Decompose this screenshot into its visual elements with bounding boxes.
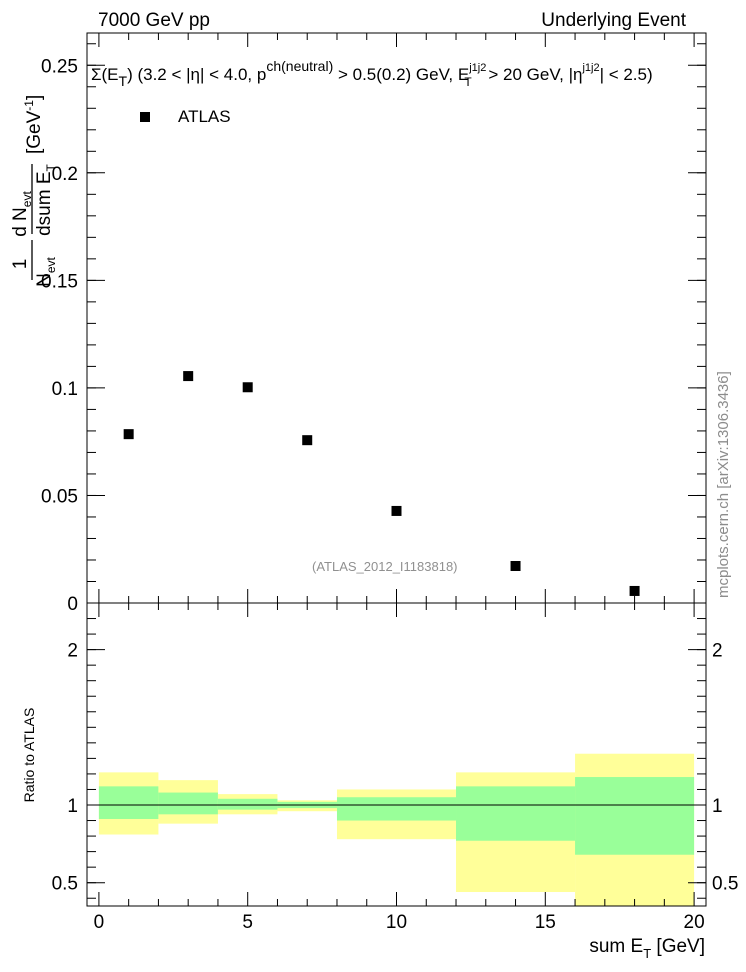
plot-title: Σ(ET) (3.2 < |η| < 4.0, pch(neutral) > 0… <box>91 58 653 89</box>
xtick-label: 20 <box>684 912 705 933</box>
main-ytick-labels: 0 0.05 0.1 0.15 0.2 0.25 <box>41 56 78 615</box>
data-points <box>123 371 640 596</box>
ratio-bands <box>98 753 695 906</box>
ylabel-frac1-den: Nevt <box>34 256 58 286</box>
data-point <box>629 585 640 596</box>
xtick-label: 5 <box>242 912 253 933</box>
plot-title-body2: > 0.5(0.2) GeV, E <box>333 65 469 84</box>
ratio-band-inner <box>217 798 278 810</box>
ratio-ytick-label: 2 <box>67 641 78 662</box>
main-ytick-label: 0.2 <box>52 164 78 185</box>
data-point <box>183 371 194 382</box>
ratio-panel: 0.5 0.5 1 1 2 2 0 5 10 15 20 <box>52 602 739 933</box>
data-point <box>123 429 134 440</box>
xtick-label: 15 <box>535 912 556 933</box>
ratio-ytick-labels: 0.5 0.5 1 1 2 2 <box>52 641 739 895</box>
legend-label: ATLAS <box>178 107 231 126</box>
ratio-ytick-label-right: 1 <box>712 796 723 817</box>
watermark: mcplots.cern.ch [arXiv:1306.3436] <box>715 371 732 598</box>
ratio-ytick-label: 0.5 <box>52 874 78 895</box>
main-ytick-label: 0.15 <box>41 271 78 292</box>
plot-title-sup-j1: j1j2 <box>468 62 486 74</box>
header-right: Underlying Event <box>541 10 686 31</box>
main-ticks <box>87 33 706 604</box>
main-panel: 00.050.10.150.20.25 Σ(ET) (3.2 < |η| < 4… <box>41 32 707 615</box>
ratio-ytick-label: 1 <box>67 796 78 817</box>
main-ytick-label: 0.05 <box>41 486 78 507</box>
ylabel-frac1-num: 1 <box>10 259 31 270</box>
data-point <box>510 561 521 572</box>
data-point <box>391 505 402 516</box>
ratio-band-inner <box>98 786 159 819</box>
ratio-ylabel: Ratio to ATLAS <box>21 708 37 803</box>
plot-title-sub-t: T <box>119 73 128 89</box>
plot-title-sigma: Σ(E <box>91 65 119 84</box>
ratio-band-inner <box>158 792 218 815</box>
ratio-xtick-labels: 0 5 10 15 20 <box>94 912 705 933</box>
main-ytick-label: 0 <box>67 594 78 615</box>
plot-title-sub-t2: T <box>464 75 472 89</box>
main-ytick-label: 0.25 <box>41 56 78 77</box>
ylabel-frac2-num: d Nevt <box>10 191 34 237</box>
xlabel: sum ET [GeV] <box>589 936 705 961</box>
legend-marker <box>140 112 150 122</box>
ylabel-frac2-den: dsum ET <box>34 163 58 235</box>
ratio-ytick-label-right: 0.5 <box>712 874 738 895</box>
analysis-reference: (ATLAS_2012_I1183818) <box>312 559 458 574</box>
plot-title-sup-j2: j1j2 <box>581 62 599 74</box>
ratio-band-inner <box>456 786 576 841</box>
main-ytick-label: 0.1 <box>52 379 78 400</box>
plot-title-body3: > 20 GeV, |η <box>484 65 583 84</box>
plot-title-body1: ) (3.2 < |η| < 4.0, p <box>127 65 266 84</box>
ylabel-unit: [GeV-1] <box>22 95 45 154</box>
header-left: 7000 GeV pp <box>98 10 210 31</box>
ratio-ytick-label-right: 2 <box>712 641 723 662</box>
ratio-band-inner <box>575 777 695 855</box>
main-ylabel: 1 Nevt d Nevt dsum ET [GeV-1] <box>10 95 58 287</box>
data-point <box>302 435 313 446</box>
xtick-label: 10 <box>386 912 407 933</box>
ratio-band-inner <box>336 797 457 821</box>
plot-title-body4: | < 2.5) <box>600 65 653 84</box>
plot-title-sup-ch: ch(neutral) <box>266 58 333 74</box>
xtick-label: 0 <box>94 912 105 933</box>
data-point <box>242 382 253 393</box>
ratio-ticks <box>87 602 706 906</box>
